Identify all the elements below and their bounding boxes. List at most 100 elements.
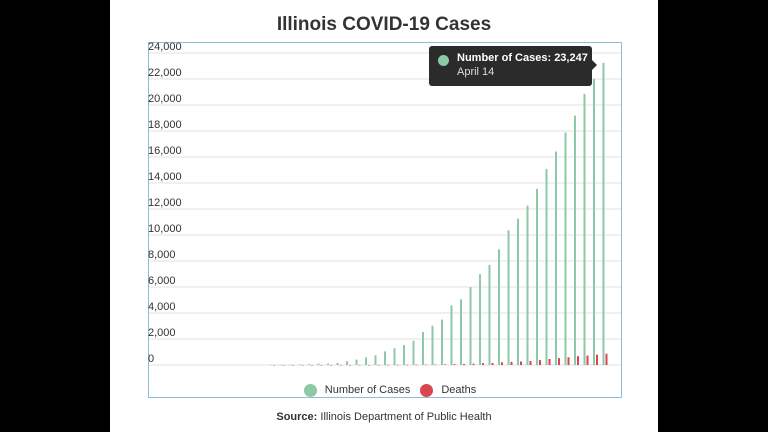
legend: Number of Cases Deaths: [148, 384, 622, 397]
bar-cases[interactable]: [450, 305, 453, 365]
bar-deaths[interactable]: [406, 364, 408, 366]
bar-deaths[interactable]: [368, 364, 370, 366]
y-tick-label: 18,000: [148, 119, 182, 131]
bar-deaths[interactable]: [339, 364, 342, 366]
bar-cases[interactable]: [412, 340, 415, 365]
chart-title: Illinois COVID-19 Cases: [276, 14, 492, 35]
bar-deaths[interactable]: [558, 358, 560, 365]
bar-cases[interactable]: [545, 168, 548, 365]
bar-cases[interactable]: [317, 363, 320, 365]
source-note: Source: Illinois Department of Public He…: [110, 411, 658, 424]
bar-deaths[interactable]: [586, 355, 589, 365]
legend-deaths-marker[interactable]: [420, 384, 434, 397]
bar-cases[interactable]: [308, 364, 310, 365]
bar-deaths[interactable]: [301, 365, 304, 366]
bar-deaths[interactable]: [434, 364, 437, 366]
bar-cases[interactable]: [355, 359, 358, 365]
bar-deaths[interactable]: [529, 361, 532, 365]
bar-cases[interactable]: [479, 274, 481, 365]
y-tick-label: 4,000: [148, 301, 176, 313]
bar-cases[interactable]: [555, 151, 557, 365]
bar-deaths[interactable]: [596, 354, 598, 365]
bar-cases[interactable]: [422, 332, 424, 365]
bar-cases[interactable]: [431, 325, 434, 365]
y-tick-label: 24,000: [148, 41, 182, 53]
bar-cases[interactable]: [469, 287, 472, 365]
y-tick-label: 10,000: [148, 223, 182, 235]
bar-cases[interactable]: [593, 78, 595, 366]
bar-deaths[interactable]: [463, 364, 465, 365]
y-tick-label: 8,000: [148, 249, 176, 261]
bar-cases[interactable]: [365, 357, 367, 365]
bar-cases[interactable]: [526, 205, 529, 365]
bar-deaths[interactable]: [425, 364, 427, 366]
bar-cases[interactable]: [403, 345, 405, 365]
bar-deaths[interactable]: [472, 363, 475, 365]
bar-deaths[interactable]: [320, 365, 323, 366]
bar-deaths[interactable]: [520, 361, 522, 365]
bar-cases[interactable]: [517, 218, 519, 365]
bar-cases[interactable]: [374, 355, 377, 365]
y-tick-label: 14,000: [148, 171, 182, 183]
bar-cases[interactable]: [441, 319, 443, 365]
bar-cases[interactable]: [488, 264, 491, 365]
legend-deaths-label[interactable]: Deaths: [441, 384, 477, 396]
bar-cases[interactable]: [289, 364, 291, 366]
bar-cases[interactable]: [507, 230, 510, 365]
bar-cases[interactable]: [384, 351, 386, 365]
y-tick-label: 12,000: [148, 197, 182, 209]
bar-deaths[interactable]: [577, 356, 579, 365]
bar-cases[interactable]: [574, 115, 576, 365]
bar-deaths[interactable]: [491, 362, 494, 365]
bar-deaths[interactable]: [539, 360, 541, 365]
y-tick-label: 2,000: [148, 327, 176, 339]
tooltip-value: Number of Cases: 23,247: [457, 52, 588, 64]
bar-cases[interactable]: [498, 249, 500, 365]
y-tick-label: 0: [148, 353, 154, 365]
bar-deaths[interactable]: [358, 364, 361, 366]
plot-frame: [148, 42, 622, 398]
bar-deaths[interactable]: [387, 364, 389, 366]
bar-cases[interactable]: [460, 299, 462, 365]
bar-deaths[interactable]: [605, 353, 608, 365]
source-label: Source:: [276, 411, 318, 423]
bar-deaths[interactable]: [330, 365, 332, 366]
bar-cases[interactable]: [393, 348, 396, 365]
bar-cases[interactable]: [279, 364, 282, 366]
tooltip: Number of Cases: 23,247 April 14: [429, 46, 597, 86]
bar-deaths[interactable]: [548, 358, 551, 365]
bar-deaths[interactable]: [273, 365, 275, 366]
y-tick-label: 16,000: [148, 145, 182, 157]
bar-deaths[interactable]: [396, 364, 399, 366]
bar-cases[interactable]: [564, 132, 567, 365]
bar-deaths[interactable]: [349, 364, 351, 366]
bar-cases[interactable]: [327, 363, 329, 365]
bar-deaths[interactable]: [292, 365, 294, 366]
source-text: Illinois Department of Public Health: [320, 411, 492, 423]
y-tick-label: 20,000: [148, 93, 182, 105]
bar-cases[interactable]: [298, 364, 301, 365]
bar-deaths[interactable]: [510, 361, 513, 365]
bar-cases[interactable]: [583, 93, 586, 365]
bar-deaths[interactable]: [311, 365, 313, 366]
bar-deaths[interactable]: [501, 362, 503, 365]
y-tick-label: 6,000: [148, 275, 176, 287]
bar-cases[interactable]: [602, 62, 605, 365]
bar-deaths[interactable]: [567, 357, 570, 365]
y-tick-label: 22,000: [148, 67, 182, 79]
bar-deaths[interactable]: [415, 364, 418, 366]
bar-cases[interactable]: [336, 362, 339, 365]
bar-cases[interactable]: [270, 364, 272, 366]
bar-cases[interactable]: [536, 188, 538, 365]
bar-deaths[interactable]: [282, 365, 285, 366]
bar-deaths[interactable]: [444, 364, 446, 365]
bar-cases[interactable]: [346, 361, 348, 365]
bar-deaths[interactable]: [453, 364, 456, 365]
bar-deaths[interactable]: [482, 363, 484, 365]
legend-cases-label[interactable]: Number of Cases: [324, 384, 411, 396]
legend-cases-marker[interactable]: [303, 384, 317, 397]
bar-deaths[interactable]: [377, 364, 380, 366]
tooltip-date: April 14: [457, 66, 495, 78]
tooltip-series-dot: [438, 55, 449, 66]
